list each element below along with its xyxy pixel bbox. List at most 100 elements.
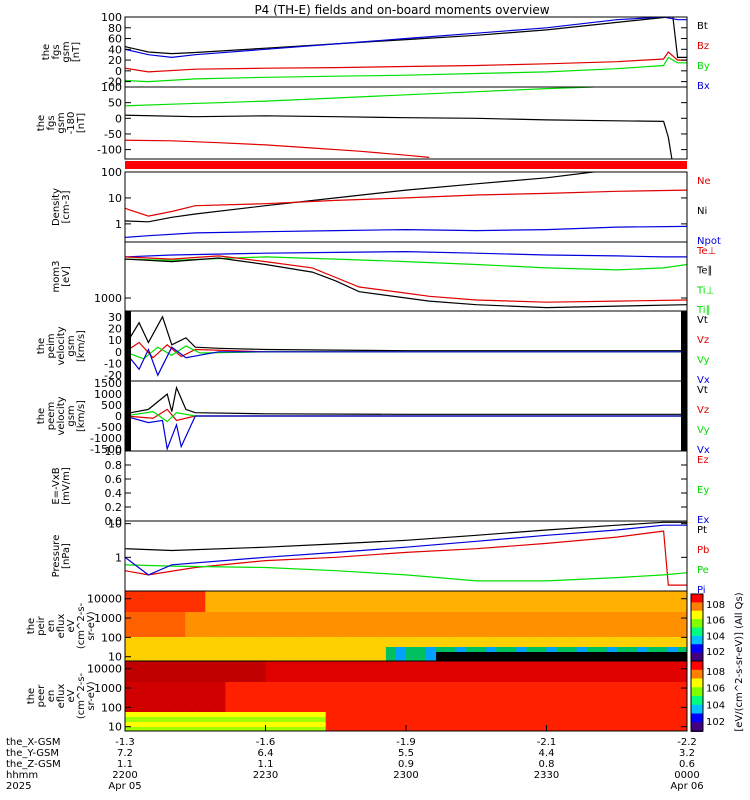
ephem-row-label: the_Z-GSM: [6, 759, 61, 770]
ytick-label: 1.0: [105, 445, 123, 458]
ephem-value: 7.2: [117, 748, 133, 759]
ylabel-line: velocity: [56, 326, 67, 365]
series-pb: [125, 530, 687, 586]
ytick-label: 40: [108, 43, 122, 56]
data-gap-bar: [125, 381, 131, 451]
ylabel-line: [nT]: [71, 42, 82, 62]
ytick-label: 10: [108, 651, 122, 664]
series-ti: [125, 250, 687, 258]
ylabel-line: en: [46, 690, 57, 703]
ytick-label: -20: [104, 76, 122, 89]
ytick-label: 1: [115, 551, 122, 564]
ytick-label: 100: [101, 81, 122, 94]
ephem-row-label: hhmm: [6, 770, 38, 781]
series-vx: [125, 415, 687, 451]
legend-te: Te⊥: [696, 246, 716, 257]
ephem-value: Apr 06: [670, 781, 703, 792]
ytick-label: 1: [115, 218, 122, 231]
legend-vt: Vt: [697, 385, 708, 396]
panel-7: 10 1 Pressure [nPa] Pt Pb Pe Pi: [51, 518, 709, 596]
ylabel-line: [km/s]: [76, 400, 87, 432]
ephem-value: 5.5: [398, 748, 414, 759]
ylabel-line: eV: [66, 689, 77, 702]
ytick-label: 60: [108, 33, 122, 46]
plot-title: P4 (TH-E) fields and on-board moments ov…: [254, 3, 549, 17]
ephem-value: 2330: [534, 770, 559, 781]
ylabel-line: velocity: [56, 396, 67, 435]
legend-ti: Ti∥: [696, 305, 711, 316]
ylabel-line: eV: [66, 619, 77, 632]
panel-8: 10000 1000 100 10 the peir en eflux eV (cm^2-s-sr…: [26, 590, 688, 664]
ylabel-line: the: [41, 44, 52, 60]
ytick-label: 1500: [94, 377, 122, 390]
ephem-value: 6.4: [258, 748, 274, 759]
legend-vz: Vz: [697, 335, 709, 346]
series-pe: [125, 564, 687, 582]
series-bz: [125, 51, 687, 73]
ephem-value: 1.1: [117, 759, 133, 770]
ylabel-line: [eV]: [61, 266, 72, 287]
ytick-label: 100: [101, 701, 122, 714]
legend-vx: Vx: [697, 445, 710, 456]
panel-frame: [124, 241, 688, 312]
ytick-label: 10: [108, 192, 122, 205]
panel-frame: [124, 450, 688, 522]
ephem-value: -1.3: [115, 737, 135, 748]
series-npot: [125, 225, 687, 238]
legend-bt: Bt: [697, 21, 708, 32]
series-by: [125, 56, 687, 83]
ylabel-line: mom3: [51, 261, 62, 293]
ephem-value: 4.4: [539, 748, 555, 759]
ylabel-line: [km/s]: [76, 330, 87, 362]
ylabel-line: peer: [36, 684, 47, 708]
ylabel-line: (cm^2-s-: [76, 672, 87, 719]
ylabel-line: sr-eV): [86, 611, 97, 640]
ephem-value: -2.2: [677, 737, 697, 748]
ylabel-line: gsm: [61, 41, 72, 62]
panel-3: 1000 mom3 [eV] Te⊥ Te∥ Ti⊥ Ti∥: [51, 241, 716, 316]
legend-by: By: [697, 61, 710, 72]
series-ni: [125, 172, 606, 223]
ylabel-line: the: [36, 115, 47, 131]
ytick-label: 0.8: [105, 459, 123, 472]
ytick-label: 0.6: [105, 473, 123, 486]
legend-vz: Vz: [697, 405, 709, 416]
legend-npot: Npot: [697, 236, 721, 247]
colorbar-tick: 104: [706, 631, 725, 642]
panel-frame: [124, 310, 688, 382]
ylabel-line: [cm-3]: [61, 190, 72, 223]
data-gap-bar: [681, 311, 687, 381]
ylabel-line: peir: [36, 615, 47, 635]
ytick-label: 10: [108, 721, 122, 734]
panel-6: 1.00.80.60.40.20.0 E=-VxB [mV/m] Ez Ey Ex: [51, 445, 709, 528]
ytick-label: -50: [104, 128, 122, 141]
series-te: [125, 255, 687, 303]
ytick-label: 500: [101, 399, 122, 412]
legend-ti: Ti⊥: [696, 285, 714, 296]
ylabel-line: the: [26, 618, 37, 634]
ytick-label: -10: [104, 358, 122, 371]
spectrogram-9: [125, 661, 687, 731]
ytick-label: 20: [108, 54, 122, 67]
ephem-value: 2200: [112, 770, 137, 781]
data-gap-bar: [681, 381, 687, 451]
ephem-value: 0.6: [679, 759, 695, 770]
ylabel-line: peem: [46, 402, 57, 430]
series-bt: [125, 17, 687, 59]
legend-bz: Bz: [697, 41, 709, 52]
colorbar-label: [eV/(cm^2-s-sr-eV)] (All Qs): [734, 592, 745, 731]
ylabel-line: the: [36, 338, 47, 354]
ylabel-line: the: [26, 688, 37, 704]
panel-frame: [124, 86, 688, 160]
colorbar-tick: 106: [706, 684, 725, 695]
legend-pt: Pt: [697, 525, 707, 536]
colorbar: 108 106 104 102 108 106 104 102 [eV/(cm^2-s-sr-e…: [690, 592, 745, 732]
colorbar-upper: 108 106 104 102: [690, 593, 725, 662]
series-black: [125, 114, 673, 159]
ylabel-line: Density: [51, 188, 62, 226]
data-gap-bar: [125, 311, 131, 381]
legend-ni: Ni: [697, 206, 707, 217]
